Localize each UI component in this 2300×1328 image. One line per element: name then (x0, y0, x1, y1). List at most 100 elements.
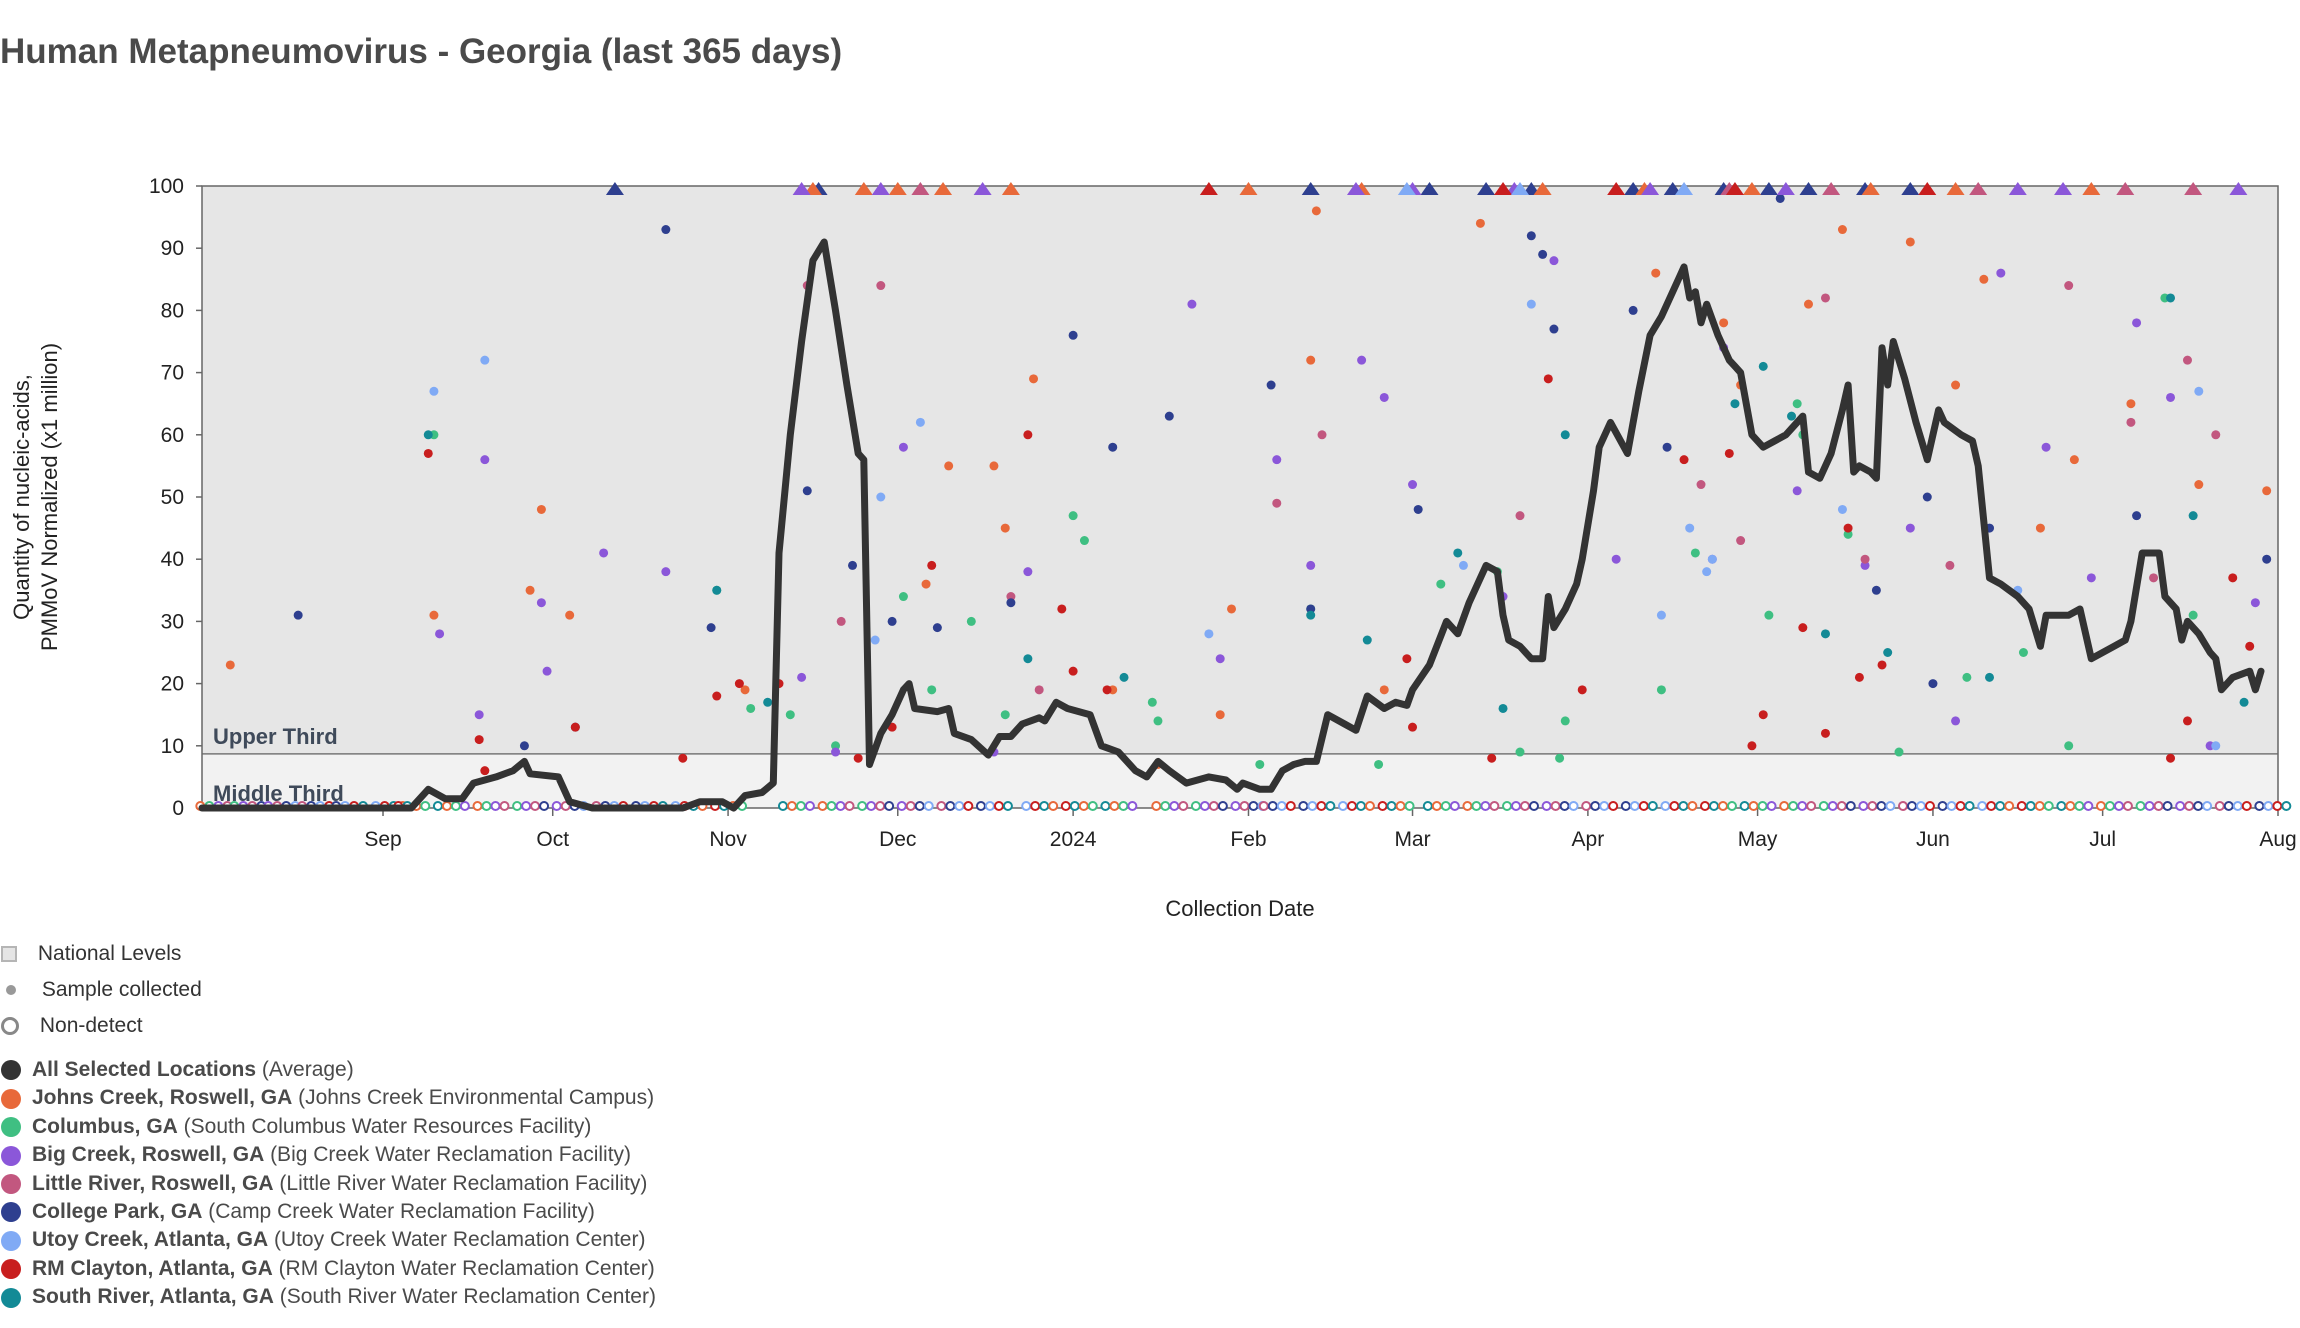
sample-point (2211, 741, 2221, 751)
sample-point (1656, 685, 1666, 695)
sample-point (746, 703, 756, 713)
sample-point (423, 448, 433, 458)
legend-sample-collected[interactable]: Sample collected (0, 976, 202, 1004)
non-detect-marker (1937, 801, 1948, 811)
sample-point (870, 635, 880, 645)
non-detect-marker (2223, 801, 2234, 811)
non-detect-marker (786, 801, 797, 811)
sample-point (1215, 654, 1225, 664)
y-tick-label: 90 (161, 237, 184, 260)
non-detect-marker (2184, 801, 2195, 811)
non-detect-marker (1217, 801, 1228, 811)
non-detect-marker (936, 801, 947, 811)
sample-point (536, 504, 546, 514)
non-detect-marker (539, 801, 550, 811)
sample-point (921, 579, 931, 589)
non-detect-marker (1109, 801, 1120, 811)
sample-point (480, 355, 490, 365)
legend-series-5[interactable]: College Park, GA (Camp Creek Water Recla… (0, 1198, 595, 1226)
sample-point (1357, 355, 1367, 365)
sample-point (1843, 523, 1853, 533)
non-detect-marker (1169, 801, 1180, 811)
legend-series-1[interactable]: Johns Creek, Roswell, GA (Johns Creek En… (0, 1084, 654, 1112)
series-facility: (Utoy Creek Water Reclamation Center) (268, 1228, 646, 1252)
sample-point (1775, 193, 1785, 203)
non-detect-marker (2016, 801, 2027, 811)
legend-series-8[interactable]: South River, Atlanta, GA (South River Wa… (0, 1283, 656, 1311)
legend-series-3[interactable]: Big Creek, Roswell, GA (Big Creek Water … (0, 1141, 631, 1169)
non-detect-marker (1876, 801, 1887, 811)
sample-point (1453, 548, 1463, 558)
y-tick-label: 70 (161, 362, 184, 385)
non-detect-marker (1739, 801, 1750, 811)
sample-point (2182, 355, 2192, 365)
legend-national-levels[interactable]: National Levels (0, 940, 181, 968)
sample-point (1413, 504, 1423, 514)
above-range-marker (1759, 182, 1778, 195)
sample-point (1034, 685, 1044, 695)
x-tick-label: Aug (2259, 828, 2296, 851)
sample-point (1747, 741, 1757, 751)
non-detect-marker (1060, 801, 1071, 811)
sample-point (1702, 567, 1712, 577)
legend-series-7[interactable]: RM Clayton, Atlanta, GA (RM Clayton Wate… (0, 1255, 655, 1283)
band-label-upper: Upper Third (213, 724, 338, 749)
sample-point (1820, 629, 1830, 639)
non-detect-ring-icon (1, 1017, 19, 1036)
non-detect-marker (1021, 801, 1032, 811)
non-detect-marker (1559, 801, 1570, 811)
sample-point (927, 560, 937, 570)
sample-point (1023, 567, 1033, 577)
sample-point (1079, 536, 1089, 546)
sample-point (2166, 293, 2176, 303)
sample-point (1068, 511, 1078, 521)
legend-series-2[interactable]: Columbus, GA (South Columbus Water Resou… (0, 1113, 591, 1141)
non-detect-marker (954, 801, 965, 811)
legend-non-detect[interactable]: Non-detect (0, 1012, 143, 1040)
sample-point (2064, 741, 2074, 751)
sample-point (2182, 716, 2192, 726)
non-detect-marker (1699, 801, 1710, 811)
series-color-swatch (1, 1202, 21, 1223)
non-detect-marker (1048, 801, 1059, 811)
above-range-marker (1918, 182, 1937, 195)
sample-point (2126, 417, 2136, 427)
sample-point (1362, 635, 1372, 645)
sample-point (1883, 648, 1893, 657)
legend-series-6[interactable]: Utoy Creek, Atlanta, GA (Utoy Creek Wate… (0, 1226, 645, 1254)
sample-point (225, 660, 235, 670)
above-range-marker (1641, 182, 1660, 195)
sample-point (2228, 573, 2238, 583)
non-detect-marker (817, 801, 828, 811)
non-detect-marker (905, 801, 916, 811)
legend-series-4[interactable]: Little River, Roswell, GA (Little River … (0, 1170, 647, 1198)
non-detect-marker (1346, 801, 1357, 811)
x-tick-label: Sep (364, 828, 401, 851)
sample-point (1611, 554, 1621, 564)
non-detect-marker (1030, 801, 1041, 811)
x-tick-label: Feb (1230, 828, 1266, 851)
non-detect-marker (2034, 801, 2045, 811)
sample-point (763, 697, 773, 707)
non-detect-marker (1897, 801, 1908, 811)
series-name: Little River, Roswell, GA (32, 1171, 274, 1195)
sample-point (542, 666, 552, 676)
sample-point (1408, 480, 1418, 490)
non-detect-marker (1178, 801, 1189, 811)
sample-point (1787, 411, 1797, 421)
non-detect-marker (1541, 801, 1552, 811)
non-detect-marker (1160, 801, 1171, 811)
legend-series-0[interactable]: All Selected Locations (Average) (0, 1056, 354, 1084)
series-name: All Selected Locations (32, 1058, 257, 1081)
sample-point (1951, 380, 1961, 390)
series-name: Columbus, GA (32, 1114, 178, 1138)
non-detect-marker (1298, 801, 1309, 811)
non-detect-marker (963, 801, 974, 811)
sample-point (1108, 442, 1118, 452)
sample-point (1996, 268, 2006, 278)
non-detect-label: Non-detect (39, 1014, 143, 1037)
non-detect-marker (1647, 801, 1658, 811)
sample-point (1803, 299, 1813, 309)
sample-point (1204, 629, 1214, 639)
y-tick-label: 40 (161, 548, 184, 571)
